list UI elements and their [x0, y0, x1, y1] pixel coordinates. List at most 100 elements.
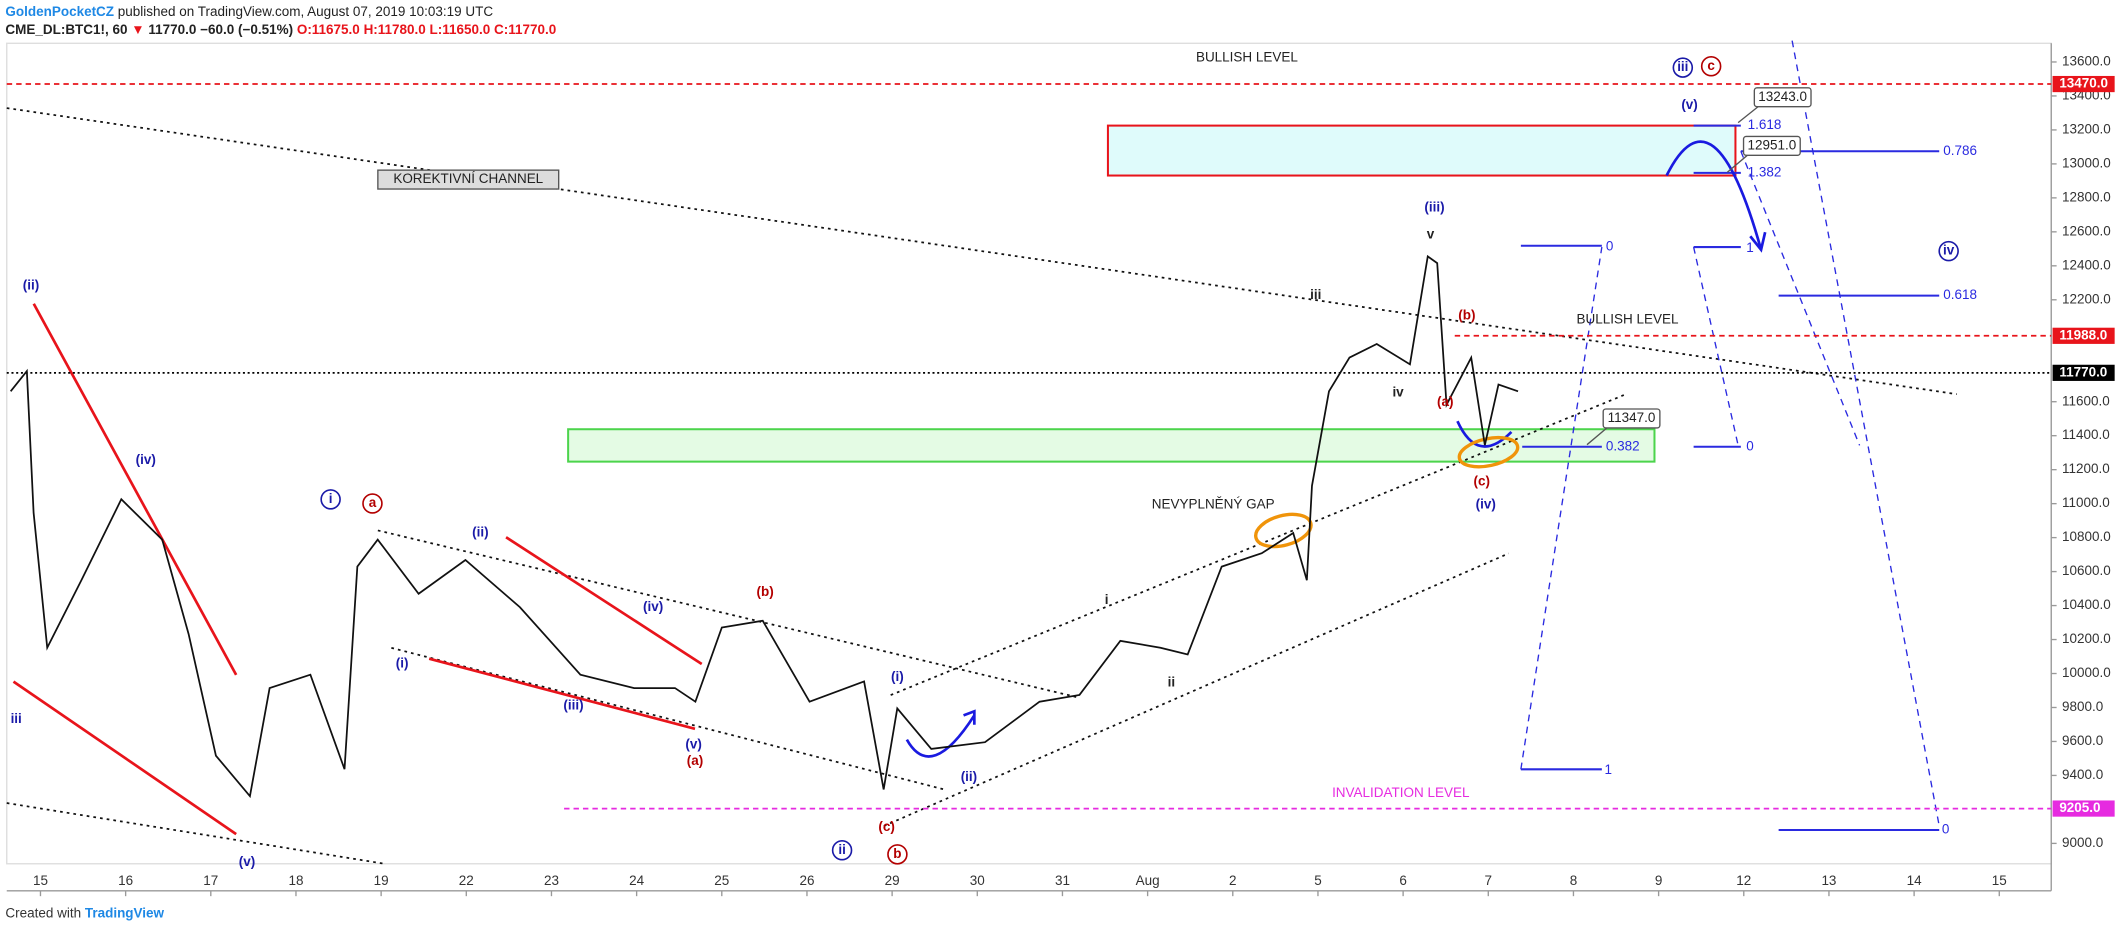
- price-line: [9, 254, 1519, 799]
- x-tick-label: 8: [1570, 873, 1577, 888]
- symbol-line: CME_DL:BTC1!, 60 ▼ 11770.0 −60.0 (−0.51%…: [5, 21, 556, 36]
- wave-label: (v): [239, 854, 255, 869]
- annotation: KOREKTIVNÍ CHANNEL: [393, 171, 543, 186]
- y-tick-label: 9600.0: [2062, 733, 2103, 748]
- x-tick-label: 13: [1821, 873, 1836, 888]
- x-tick-label: 26: [799, 873, 814, 888]
- wave-circle: [831, 840, 853, 861]
- wave-label: ii: [1168, 675, 1176, 690]
- x-tick-label: 6: [1399, 873, 1406, 888]
- wave-label: iii: [11, 711, 22, 726]
- y-tick-label: 13600.0: [2062, 54, 2111, 69]
- header-line: GoldenPocketCZ published on TradingView.…: [5, 4, 493, 19]
- wave-label: (iii): [563, 697, 583, 712]
- y-tick-label: 10000.0: [2062, 665, 2111, 680]
- wave-label: (c): [1473, 473, 1489, 488]
- wave-label: (ii): [472, 525, 488, 540]
- x-tick-label: 15: [33, 873, 48, 888]
- fib-label: 0.786: [1943, 143, 1977, 158]
- y-tick-label: 12400.0: [2062, 257, 2111, 272]
- path-arrow: [1665, 140, 1763, 251]
- callout-label: 13243.0: [1758, 89, 1807, 104]
- arrow-head: [963, 709, 976, 725]
- wave-label: (a): [687, 753, 703, 768]
- projection-line: [1740, 150, 1861, 446]
- y-tick-label: 10600.0: [2062, 563, 2111, 578]
- channel-line: [890, 393, 1627, 696]
- fib-label: 0: [1942, 822, 1949, 837]
- wave-label: iv: [1392, 384, 1404, 399]
- footer-prefix: Created with: [5, 905, 81, 920]
- annotation: BULLISH LEVEL: [1577, 311, 1679, 326]
- footer-brand: TradingView: [85, 905, 165, 920]
- y-tick-label: 11200.0: [2062, 461, 2110, 476]
- published: published on TradingView.com, August 07,…: [118, 4, 494, 19]
- price-level-label: 9205.0: [2059, 800, 2100, 815]
- fib-label: 1: [1605, 762, 1613, 777]
- y-tick-label: 9800.0: [2062, 699, 2103, 714]
- wave-label: b: [893, 846, 901, 861]
- price-level-tag: [2052, 800, 2115, 817]
- x-tick-label: 24: [629, 873, 644, 888]
- callout-pointer: [1737, 104, 1761, 124]
- x-tick-label: 15: [1992, 873, 2007, 888]
- x-tick-label: 22: [459, 873, 474, 888]
- wave-label: (iv): [1476, 496, 1496, 511]
- wave-label: (v): [1681, 97, 1697, 112]
- x-tick-label: 5: [1314, 873, 1322, 888]
- annotation: BULLISH LEVEL: [1196, 50, 1298, 65]
- wave-label: v: [1427, 226, 1435, 241]
- open: O:11675.0: [297, 21, 360, 36]
- fib-label: 1.382: [1748, 164, 1782, 179]
- channel-line: [377, 529, 1080, 699]
- wave-label: (ii): [23, 278, 39, 293]
- fib-label: 0: [1746, 438, 1753, 453]
- y-tick-label: 10400.0: [2062, 597, 2111, 612]
- wave-label: (b): [1458, 307, 1475, 322]
- author: GoldenPocketCZ: [5, 4, 114, 19]
- wave-label: (v): [685, 737, 701, 752]
- x-tick-label: 31: [1055, 873, 1070, 888]
- trend-line: [32, 303, 238, 676]
- fib-label: 0.382: [1606, 438, 1640, 453]
- wave-circle: [320, 489, 341, 510]
- close: C:11770.0: [494, 21, 556, 36]
- target-zone: [1106, 124, 1737, 177]
- x-tick-label: 12: [1736, 873, 1751, 888]
- wave-label: (i): [891, 669, 904, 684]
- y-tick-label: 11600.0: [2062, 393, 2110, 408]
- x-tick-label: 25: [714, 873, 729, 888]
- wave-label: ii: [838, 842, 846, 857]
- trend-line: [12, 680, 237, 836]
- fib-label: 0: [1606, 239, 1614, 254]
- annotation-box: [377, 169, 560, 190]
- wave-circle: [887, 844, 908, 865]
- channel-line: [883, 552, 1510, 827]
- channel-line: [6, 107, 1957, 396]
- annotation: INVALIDATION LEVEL: [1332, 785, 1470, 800]
- price-level-tag: [2052, 327, 2115, 344]
- y-tick-label: 11400.0: [2062, 427, 2110, 442]
- annotation: NEVYPLNĚNÝ GAP: [1152, 496, 1275, 511]
- x-tick-label: Aug: [1136, 873, 1160, 888]
- x-tick-label: 19: [374, 873, 389, 888]
- callout-label: 12951.0: [1748, 137, 1797, 152]
- y-tick-label: 12800.0: [2062, 189, 2111, 204]
- wave-label: i: [1105, 592, 1109, 607]
- y-tick-label: 11000.0: [2062, 495, 2110, 510]
- arrow-head: [1749, 231, 1767, 253]
- price-level-label: 11770.0: [2059, 364, 2107, 379]
- y-tick-label: 13200.0: [2062, 121, 2111, 136]
- footer: Created with TradingView: [5, 905, 164, 920]
- x-tick-label: 2: [1229, 873, 1237, 888]
- wave-circle: [1672, 57, 1694, 78]
- callout-box: [1602, 408, 1661, 429]
- projection-line: [1692, 246, 1739, 446]
- x-tick-label: 16: [118, 873, 133, 888]
- wave-label: (iii): [1424, 199, 1444, 214]
- x-tick-label: 30: [970, 873, 985, 888]
- wave-label: iii: [1310, 287, 1321, 302]
- fib-label: 1.618: [1748, 117, 1782, 132]
- y-tick-label: 9400.0: [2062, 767, 2103, 782]
